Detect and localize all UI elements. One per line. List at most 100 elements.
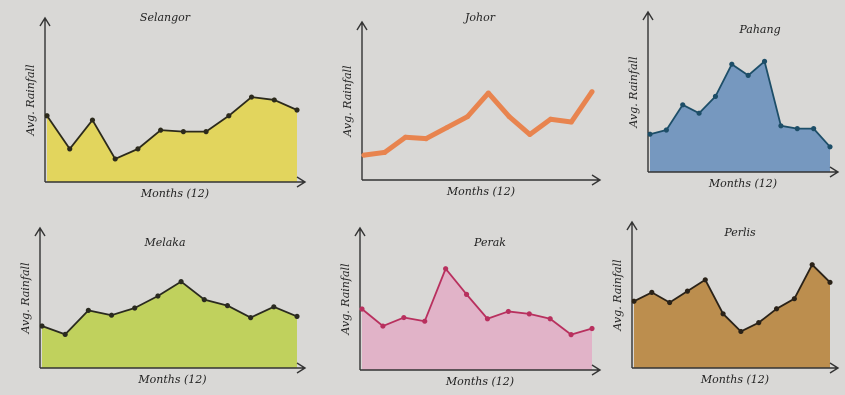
point (568, 119, 574, 125)
point (132, 305, 138, 311)
point (773, 306, 780, 312)
line (41, 280, 298, 336)
point (135, 146, 141, 152)
point (684, 288, 691, 294)
point (44, 113, 50, 119)
point (108, 312, 115, 318)
point (226, 113, 232, 119)
point (589, 325, 595, 332)
point (720, 311, 726, 317)
point (62, 331, 68, 337)
point (178, 279, 184, 285)
y-axis (354, 226, 366, 370)
point (39, 323, 45, 329)
point (827, 144, 833, 150)
point (649, 289, 655, 295)
x-axis-label: Months (12) (445, 375, 514, 388)
point (271, 97, 277, 103)
point (647, 131, 653, 137)
point (506, 113, 512, 120)
point (791, 296, 797, 302)
chart-title: Perlis (723, 226, 756, 239)
point (423, 136, 429, 142)
point (422, 318, 428, 324)
point (794, 126, 800, 132)
y-axis-label: Avg. Rainfall (611, 259, 624, 332)
point (756, 320, 762, 326)
point (359, 306, 365, 312)
x-axis (362, 174, 602, 186)
y-axis-label: Avg. Rainfall (339, 263, 352, 336)
area-fill (42, 281, 297, 368)
y-axis (642, 10, 654, 172)
point (663, 127, 669, 133)
area-fill (634, 264, 830, 368)
x-axis (648, 166, 840, 178)
x-axis (360, 364, 602, 376)
x-axis (45, 176, 307, 188)
point (155, 293, 161, 299)
x-axis-label: Months (12) (708, 177, 777, 190)
point (67, 146, 73, 152)
point (444, 124, 450, 131)
line (649, 60, 831, 148)
point (811, 126, 817, 132)
y-axis-label: Avg. Rainfall (19, 262, 32, 335)
line (363, 91, 593, 157)
point (809, 262, 815, 268)
point (203, 129, 209, 135)
point (201, 297, 207, 303)
y-axis-label: Avg. Rainfall (24, 64, 37, 137)
x-axis-label: Months (12) (700, 373, 769, 386)
x-axis (632, 362, 840, 374)
y-axis (34, 226, 46, 368)
point (271, 304, 277, 310)
point (696, 110, 702, 116)
point (89, 117, 96, 123)
point (505, 308, 511, 315)
point (463, 291, 470, 297)
line-glow (363, 90, 595, 158)
point (547, 116, 554, 122)
chart-title: Selangor (140, 11, 191, 24)
point (380, 323, 386, 329)
y-axis-label: Avg. Rainfall (341, 65, 354, 138)
point (729, 61, 735, 67)
point (485, 90, 491, 96)
point (112, 156, 118, 162)
chart-title: Melaka (143, 236, 185, 249)
line (633, 263, 831, 333)
point (294, 107, 300, 113)
point (294, 313, 300, 319)
point (568, 332, 574, 338)
area-fill (650, 61, 830, 172)
point (631, 298, 637, 304)
point (85, 307, 91, 313)
point (738, 328, 744, 335)
point (702, 277, 708, 283)
line (361, 267, 593, 336)
line (46, 96, 298, 160)
point (526, 311, 532, 317)
point (527, 131, 533, 138)
y-axis (626, 220, 638, 368)
point (443, 266, 449, 272)
point (224, 303, 231, 309)
point (778, 123, 784, 129)
chart-title: Johor (463, 11, 496, 24)
point (667, 299, 673, 306)
point (484, 316, 491, 322)
point (712, 93, 719, 99)
area-fill (362, 268, 592, 370)
x-axis (40, 362, 307, 374)
point (827, 279, 833, 285)
area-fill (47, 97, 297, 182)
point (158, 127, 164, 133)
point (745, 72, 751, 78)
x-axis-label: Months (12) (140, 187, 209, 200)
x-axis-label: Months (12) (446, 185, 515, 198)
x-axis-label: Months (12) (137, 373, 206, 386)
point (401, 314, 407, 321)
y-axis-label: Avg. Rainfall (627, 56, 640, 129)
